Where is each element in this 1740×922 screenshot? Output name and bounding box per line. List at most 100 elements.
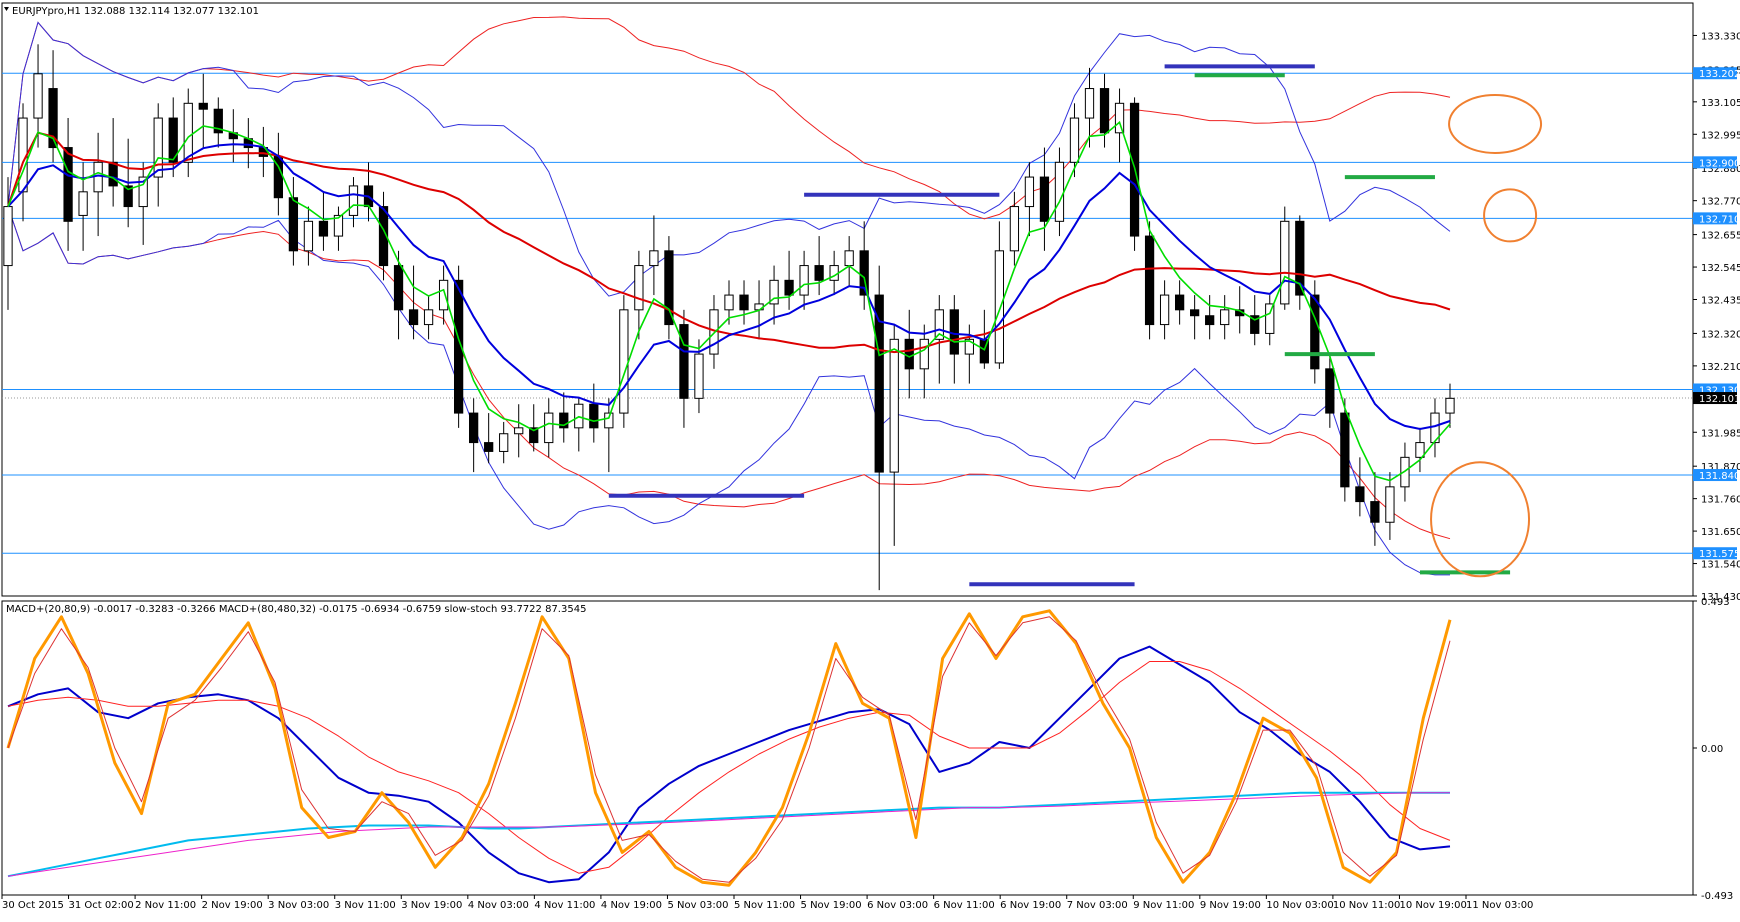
y-tick-label: 133.105 [1701,98,1740,109]
bear-candle-body [318,220,329,237]
y-tick-label: 132.210 [1701,362,1740,373]
candle [934,295,944,384]
x-tick-label: 9 Nov 19:00 [1200,900,1261,911]
bear-candle-body [108,161,118,187]
candle [1129,97,1140,251]
candle [1024,162,1035,237]
candle [108,118,118,207]
y-tick-label: 131.540 [1701,560,1740,571]
level-price-label: 131.840 [1699,471,1740,482]
candle [664,236,674,340]
bear-candle-body [1205,315,1215,326]
indicator-y-tick-label: 0.493 [1701,597,1730,608]
candle [1069,103,1080,178]
bull-candle-body [889,338,899,473]
bull-candle-body [694,353,704,399]
candle [1114,88,1125,163]
candle [649,215,659,296]
candle [1220,295,1230,340]
level-price-tag [1693,156,1737,169]
candle [288,177,299,266]
x-tick-label: 10 Nov 11:00 [1333,900,1400,911]
level-price-label: 132.710 [1699,214,1740,225]
candle [1370,472,1380,546]
candle [1355,457,1365,517]
x-tick-label: 3 Nov 19:00 [401,900,462,911]
bear-candle-body [168,117,178,163]
candle [423,295,434,340]
y-tick-label: 133.330 [1701,31,1740,42]
bear-candle-body [1370,501,1380,523]
candle [1174,280,1185,325]
annotation-circle [1448,93,1543,154]
x-tick-label: 10 Nov 03:00 [1266,900,1333,911]
x-tick-label: 6 Nov 11:00 [934,900,995,911]
x-tick-label: 11 Nov 03:00 [1466,900,1533,911]
bear-candle-body [453,279,464,414]
stochastic-signal-line [7,616,1451,883]
y-tick-label: 132.655 [1701,231,1740,242]
bull-candle-body [1114,102,1125,134]
candle [303,206,314,266]
candle [1415,427,1425,473]
bull-candle-body [604,412,614,429]
x-tick-label: 7 Nov 03:00 [1067,900,1128,911]
red-band-lower [7,206,1451,540]
candle [33,44,43,148]
candle [48,50,58,163]
candle [484,413,494,464]
bear-candle-body [664,250,674,326]
x-tick-label: 5 Nov 11:00 [734,900,795,911]
candle [859,221,869,310]
y-tick-label: 131.870 [1701,462,1740,473]
bull-candle-body [649,250,659,267]
candle [213,97,223,148]
indicator-y-tick-label: -0.493 [1701,891,1733,902]
blue-band-lower [7,206,1450,576]
bull-candle-body [438,279,449,311]
level-price-label: 133.202 [1699,69,1740,80]
level-price-label: 132.900 [1699,158,1740,169]
bull-candle-body [799,265,809,296]
level-price-tag [1693,547,1737,560]
bull-candle-body [994,250,1005,364]
candle [529,404,539,452]
y-tick-label: 131.760 [1701,495,1740,506]
level-price-tag [1693,67,1737,80]
bull-candle-body [33,73,43,119]
candle [378,191,389,281]
bull-candle-body [138,176,148,208]
bull-candle-body [919,338,929,370]
bear-candle-body [1099,88,1110,134]
bull-candle-body [1054,161,1065,222]
candle [1205,295,1215,340]
bull-candle-body [1220,309,1230,326]
bear-candle-body [1295,220,1305,296]
level-price-label: 131.575 [1699,549,1740,560]
x-tick-label: 31 Oct 02:00 [69,900,134,911]
candle [679,309,689,428]
annotation-circle [1483,188,1538,243]
candle [919,324,929,399]
bear-candle-body [904,338,914,370]
bull-candle-body [1069,117,1080,163]
candle [1084,67,1095,148]
candle [438,265,449,325]
x-tick-label: 5 Nov 19:00 [801,900,862,911]
bear-candle-body [288,197,299,252]
bull-candle-body [724,294,734,311]
bear-candle-body [484,442,494,452]
bull-candle-body [78,191,88,216]
bear-candle-body [123,185,133,208]
bull-candle-body [303,220,314,252]
candle [153,103,163,207]
y-tick-label: 132.995 [1701,130,1740,141]
bear-candle-body [859,250,869,296]
bear-candle-body [1174,294,1185,311]
stochastic-line [6,609,1452,887]
x-tick-label: 6 Nov 19:00 [1000,900,1061,911]
bear-candle-body [1310,294,1320,370]
bear-candle-body [1355,486,1365,503]
bear-candle-body [408,309,419,326]
